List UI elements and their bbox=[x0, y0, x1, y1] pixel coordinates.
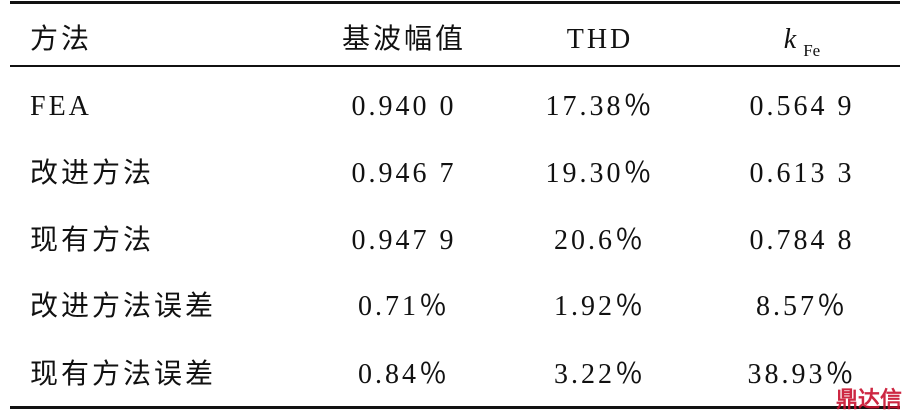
watermark: 鼎达信 bbox=[835, 388, 902, 413]
table-cell: 现有方法 bbox=[30, 225, 155, 256]
table-cell: FEA bbox=[30, 91, 92, 122]
table-cell: 17.38％ bbox=[545, 91, 655, 122]
table-cell: 0.784 8 bbox=[749, 225, 855, 256]
header-cell: THD bbox=[566, 24, 634, 55]
table-cell: 0.946 7 bbox=[351, 158, 457, 189]
header-cell: 方法 bbox=[30, 24, 93, 55]
header-subscript: Fe bbox=[803, 41, 821, 60]
table-cell: 0.613 3 bbox=[749, 158, 855, 189]
top-rule bbox=[10, 1, 900, 4]
table-cell: 0.564 9 bbox=[749, 91, 855, 122]
header-cell: k Fe bbox=[784, 20, 820, 71]
table-cell: 38.93％ bbox=[747, 359, 857, 390]
header-rule bbox=[10, 65, 900, 67]
table-cell: 0.947 9 bbox=[351, 225, 457, 256]
table-cell: 改进方法误差 bbox=[30, 291, 217, 322]
table-cell: 0.71％ bbox=[357, 291, 451, 322]
table-cell: 8.57％ bbox=[755, 291, 849, 322]
table-cell: 1.92％ bbox=[553, 291, 647, 322]
table-cell: 0.940 0 bbox=[351, 91, 457, 122]
table-cell: 3.22％ bbox=[553, 359, 647, 390]
bottom-rule bbox=[10, 406, 900, 409]
table-cell: 20.6％ bbox=[553, 225, 647, 256]
table-cell: 19.30％ bbox=[545, 158, 655, 189]
header-cell: 基波幅值 bbox=[341, 24, 467, 55]
header-symbol: k bbox=[783, 24, 800, 55]
table-cell: 现有方法误差 bbox=[30, 359, 217, 390]
table-cell: 0.84％ bbox=[357, 359, 451, 390]
table-cell: 改进方法 bbox=[30, 158, 155, 189]
